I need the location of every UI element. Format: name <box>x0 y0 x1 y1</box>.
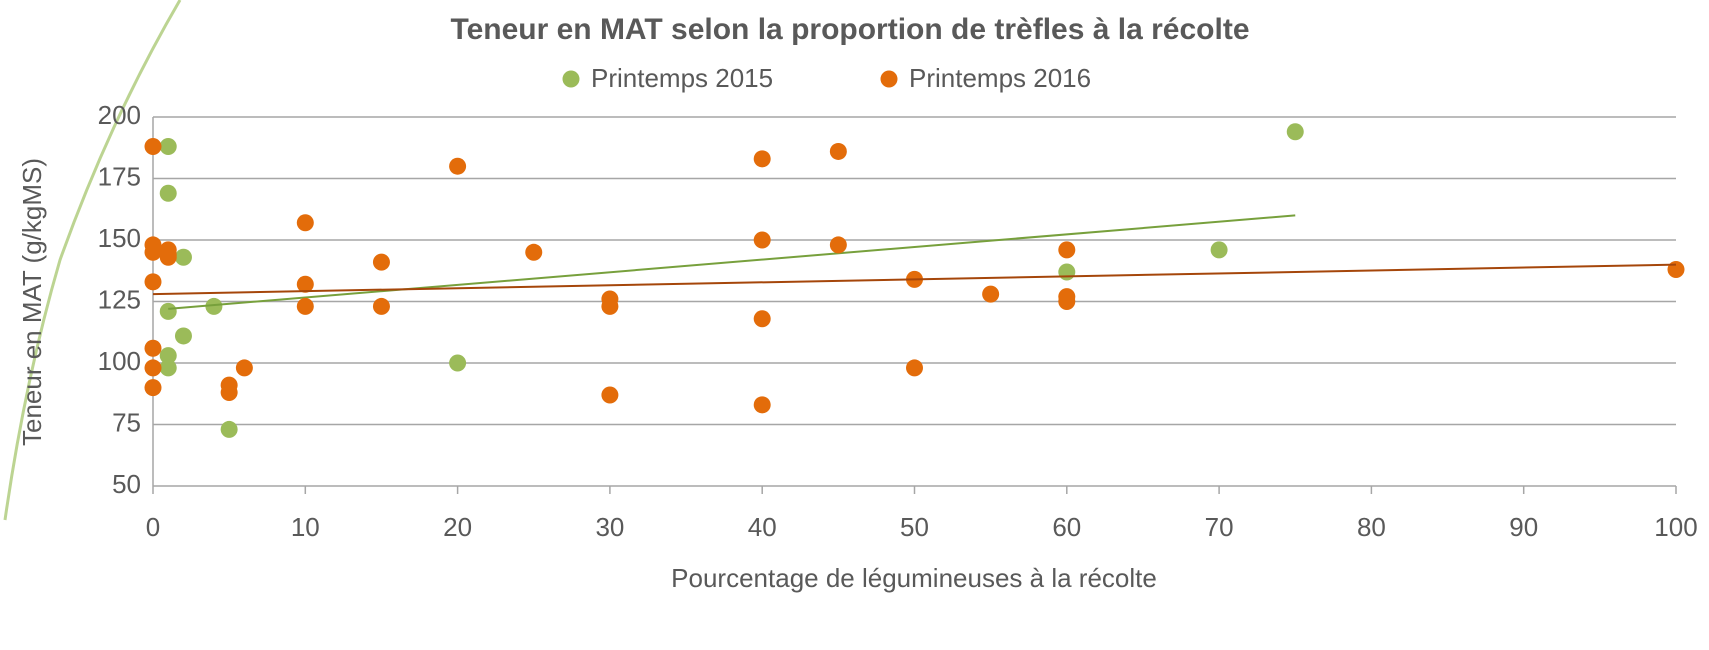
point <box>159 138 177 156</box>
point <box>906 359 923 377</box>
point <box>296 214 314 232</box>
point <box>1667 261 1685 279</box>
point <box>525 243 543 261</box>
point <box>174 248 192 266</box>
point <box>159 347 177 365</box>
point <box>1286 123 1304 141</box>
y-tick-label: 125 <box>98 284 141 314</box>
point <box>753 150 771 168</box>
chart-title: Teneur en MAT selon la proportion de trè… <box>450 13 1249 46</box>
y-tick-label: 200 <box>98 100 141 130</box>
decoration <box>3 0 182 521</box>
point <box>982 285 1000 303</box>
x-tick-label: 90 <box>1509 512 1538 542</box>
point <box>1058 263 1076 281</box>
point <box>220 384 238 402</box>
point <box>144 138 162 156</box>
point <box>174 327 192 345</box>
legend-label: Printemps 2016 <box>909 63 1091 93</box>
x-tick-label: 10 <box>291 512 320 542</box>
x-tick-label: 70 <box>1205 512 1234 542</box>
point <box>144 379 162 397</box>
point <box>753 231 771 249</box>
point <box>829 142 847 160</box>
point <box>753 310 771 328</box>
x-tick-label: 30 <box>595 512 624 542</box>
y-tick-label: 150 <box>98 223 141 253</box>
point <box>601 297 619 315</box>
point <box>601 386 619 404</box>
legend-label: Printemps 2015 <box>591 63 773 93</box>
point <box>144 243 162 261</box>
point <box>220 420 238 438</box>
point <box>235 359 253 377</box>
legend-marker <box>880 70 898 88</box>
point <box>1058 293 1076 310</box>
point <box>449 354 467 372</box>
point <box>372 297 390 315</box>
x-tick-label: 40 <box>748 512 777 542</box>
point <box>449 157 467 175</box>
point <box>159 302 177 320</box>
trendline <box>168 214 1296 310</box>
x-tick-label: 20 <box>443 512 472 542</box>
point <box>144 273 162 291</box>
x-tick-label: 100 <box>1654 512 1697 542</box>
point <box>205 297 223 315</box>
point <box>829 236 847 254</box>
y-tick-label: 75 <box>112 407 141 437</box>
x-tick-label: 0 <box>146 512 160 542</box>
x-tick-label: 60 <box>1052 512 1081 542</box>
point <box>296 297 314 315</box>
x-tick-label: 50 <box>900 512 929 542</box>
point <box>144 339 162 357</box>
x-axis-label: Pourcentage de légumineuses à la récolte <box>671 563 1157 593</box>
trendline <box>152 263 1677 296</box>
y-tick-label: 175 <box>98 161 141 191</box>
point <box>144 359 162 377</box>
y-tick-label: 100 <box>98 346 141 376</box>
point <box>159 184 177 202</box>
point <box>159 359 177 377</box>
point <box>372 253 390 271</box>
point <box>1210 241 1228 259</box>
point <box>753 396 771 414</box>
point <box>1058 241 1076 259</box>
y-tick-label: 50 <box>112 469 141 499</box>
x-tick-label: 80 <box>1357 512 1386 542</box>
legend-marker <box>562 70 580 88</box>
y-axis-label: Teneur en MAT (g/kgMS) <box>17 158 47 446</box>
point <box>296 275 314 293</box>
point <box>159 248 177 266</box>
